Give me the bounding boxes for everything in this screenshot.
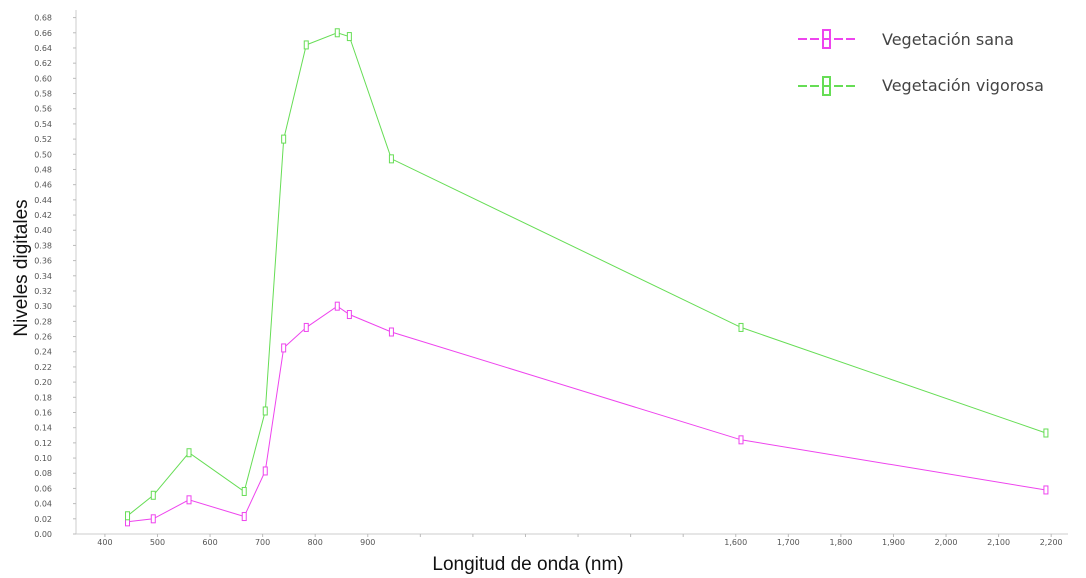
y-tick-label: 0.60	[34, 74, 52, 83]
data-point	[1043, 485, 1049, 495]
y-tick-label: 0.64	[34, 44, 52, 53]
legend-label-vigorosa: Vegetación vigorosa	[882, 76, 1044, 95]
data-point	[241, 486, 247, 496]
y-tick-label: 0.28	[34, 317, 52, 326]
legend-marker-vigorosa	[822, 76, 831, 96]
y-tick-label: 0.52	[34, 135, 52, 144]
y-tick-label: 0.24	[34, 348, 52, 357]
data-point	[262, 406, 268, 416]
data-point	[346, 310, 352, 320]
data-point	[303, 40, 309, 50]
y-tick-label: 0.00	[34, 530, 52, 539]
data-point	[186, 448, 192, 458]
legend: Vegetación sana Vegetación vigorosa	[798, 29, 1044, 96]
x-tick-label: 800	[308, 538, 323, 547]
plot-frame	[75, 10, 1068, 535]
y-tick-label: 0.66	[34, 29, 52, 38]
data-point	[738, 322, 744, 332]
data-point	[150, 490, 156, 500]
y-tick-label: 0.22	[34, 363, 52, 372]
data-point	[1043, 428, 1049, 438]
y-tick-label: 0.54	[34, 120, 52, 129]
y-tick-label: 0.56	[34, 105, 52, 114]
y-tick-label: 0.26	[34, 333, 52, 342]
data-point	[303, 322, 309, 332]
y-tick-label: 0.62	[34, 59, 52, 68]
data-point	[241, 512, 247, 522]
series-line-0	[127, 305, 1046, 523]
data-point	[281, 343, 287, 353]
series-markers	[125, 28, 1049, 527]
data-point	[262, 466, 268, 476]
y-tick-label: 0.34	[34, 272, 52, 281]
legend-marker-sana	[822, 29, 831, 49]
y-tick-label: 0.46	[34, 181, 52, 190]
y-tick-label: 0.40	[34, 226, 52, 235]
series-line-1	[127, 32, 1047, 517]
x-tick-label: 1,600	[724, 538, 747, 547]
y-tick-label: 0.10	[34, 454, 52, 463]
data-point	[150, 514, 156, 524]
y-tick-label: 0.42	[34, 211, 52, 220]
data-point	[281, 134, 287, 144]
y-tick-label: 0.02	[34, 515, 52, 524]
x-tick-label: 900	[360, 538, 375, 547]
data-point	[388, 327, 394, 337]
y-ticks: 0.00 0.02 0.04 0.06 0.08 0.10 0.12 0.14 0.16 0.18…	[34, 14, 76, 539]
x-tick-label: 400	[97, 538, 112, 547]
legend-item-sana: Vegetación sana	[798, 29, 1014, 49]
x-tick-label: 1,800	[829, 538, 852, 547]
y-tick-label: 0.50	[34, 150, 52, 159]
y-tick-label: 0.20	[34, 378, 52, 387]
x-tick-label: 500	[150, 538, 165, 547]
y-tick-label: 0.44	[34, 196, 52, 205]
y-tick-label: 0.58	[34, 90, 52, 99]
data-point	[388, 154, 394, 164]
y-tick-label: 0.16	[34, 408, 52, 417]
y-tick-label: 0.38	[34, 241, 52, 250]
data-point	[334, 301, 340, 311]
x-axis-title: Longitud de onda (nm)	[432, 554, 623, 575]
y-tick-label: 0.30	[34, 302, 52, 311]
legend-item-vigorosa: Vegetación vigorosa	[798, 76, 1044, 96]
x-tick-label: 2,100	[987, 538, 1010, 547]
y-tick-label: 0.68	[34, 14, 52, 23]
x-tick-label: 2,000	[935, 538, 958, 547]
y-tick-label: 0.32	[34, 287, 52, 296]
y-tick-label: 0.36	[34, 257, 52, 266]
y-tick-label: 0.48	[34, 165, 52, 174]
x-tick-label: 1,900	[882, 538, 905, 547]
y-tick-label: 0.08	[34, 469, 52, 478]
y-tick-label: 0.06	[34, 484, 52, 493]
x-tick-label: 2,200	[1040, 538, 1063, 547]
x-ticks: 400 500 600 700 800 900 1,600 1,700 1,800 1,900 2,…	[97, 534, 1063, 547]
y-tick-label: 0.18	[34, 393, 52, 402]
y-tick-label: 0.12	[34, 439, 52, 448]
data-point	[125, 511, 131, 521]
y-tick-label: 0.14	[34, 424, 52, 433]
data-point	[186, 495, 192, 505]
legend-label-sana: Vegetación sana	[882, 30, 1014, 49]
data-point	[738, 435, 744, 445]
series-lines	[127, 32, 1047, 523]
data-point	[346, 32, 352, 42]
y-tick-label: 0.04	[34, 500, 52, 509]
x-tick-label: 1,700	[777, 538, 800, 547]
x-tick-label: 600	[202, 538, 217, 547]
x-tick-label: 700	[255, 538, 270, 547]
y-axis-title: Niveles digitales	[11, 199, 32, 336]
data-point	[334, 28, 340, 38]
